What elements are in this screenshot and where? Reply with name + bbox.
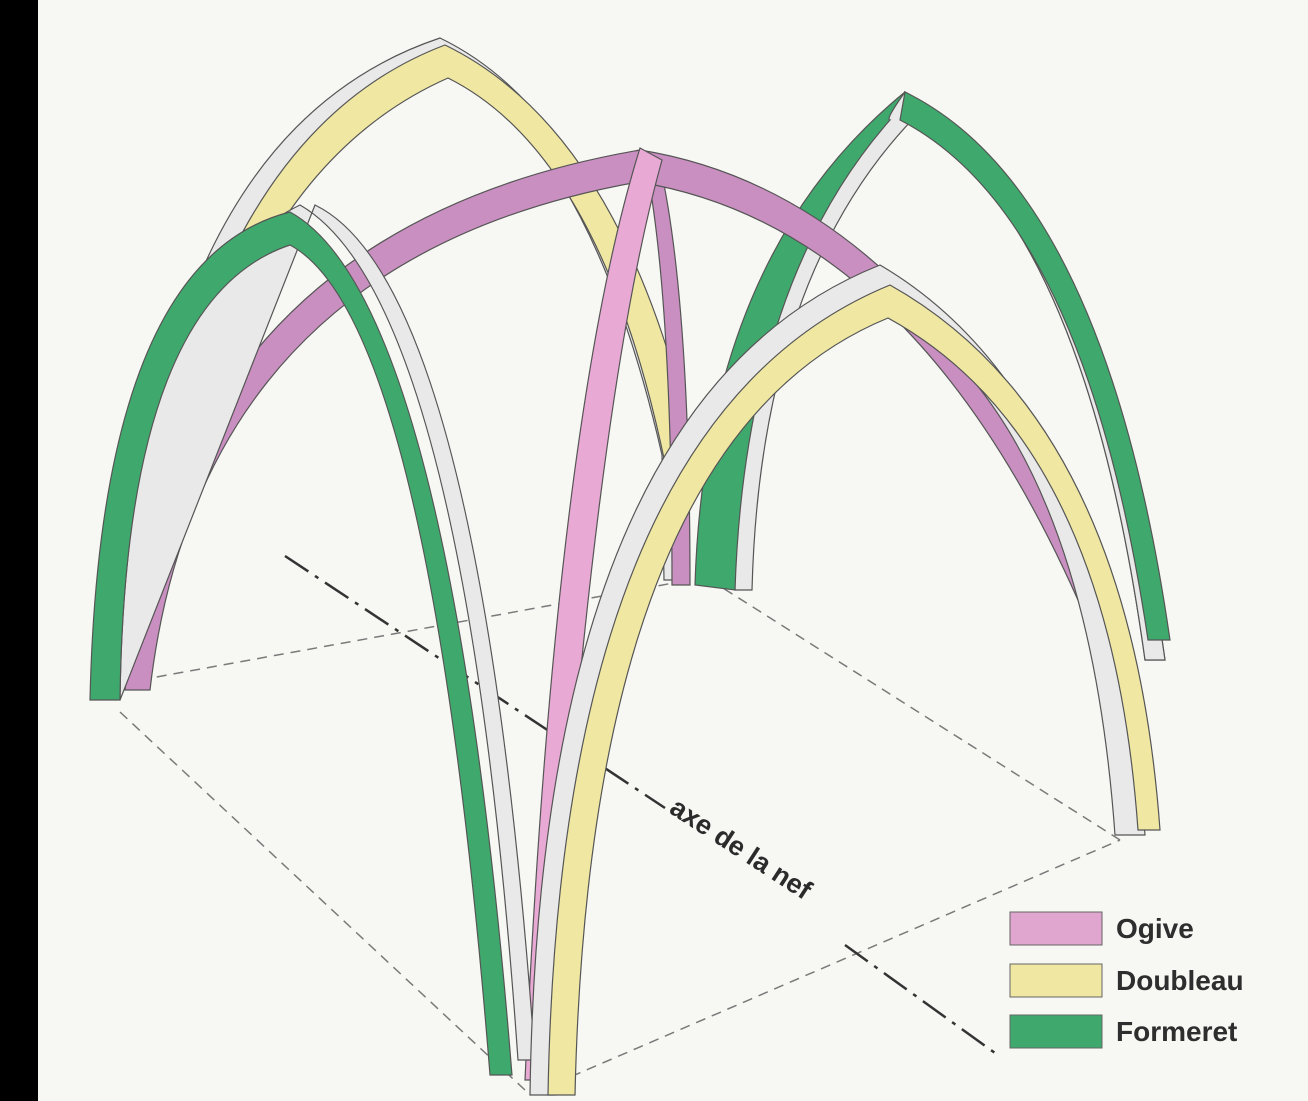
floor-edge-front-right <box>539 839 1121 1091</box>
nave-axis-label: axe de la nef <box>665 792 818 906</box>
back-formeret-top <box>904 90 1166 661</box>
legend-item-formeret: Formeret <box>1009 1014 1237 1049</box>
floor-plan <box>119 579 1121 1091</box>
legend-label-doubleau: Doubleau <box>1116 965 1244 996</box>
nave-axis-line <box>284 554 996 1055</box>
nave-axis-lower <box>844 943 996 1055</box>
back-formeret-green-right <box>899 91 1171 641</box>
front-doubleau-arch <box>529 264 1161 1096</box>
legend-label-ogive: Ogive <box>1116 913 1194 944</box>
floor-edge-front-left <box>119 711 526 1091</box>
legend-swatch-ogive <box>1009 911 1103 946</box>
legend-label-formeret: Formeret <box>1116 1016 1237 1047</box>
legend-swatch-formeret <box>1009 1014 1103 1049</box>
legend-swatch-doubleau <box>1009 963 1103 998</box>
legend-item-ogive: Ogive <box>1009 911 1194 946</box>
front-formeret-face <box>89 211 513 1076</box>
nave-axis-upper <box>284 554 666 810</box>
back-formeret-arch <box>694 90 1171 661</box>
front-formeret-arch <box>89 204 536 1076</box>
front-doubleau-face <box>547 284 1161 1096</box>
legend: Ogive Doubleau Formeret <box>1009 911 1244 1049</box>
legend-item-doubleau: Doubleau <box>1009 963 1244 998</box>
floor-edge-back-left <box>139 579 691 681</box>
floor-edge-back-right <box>714 582 1121 841</box>
